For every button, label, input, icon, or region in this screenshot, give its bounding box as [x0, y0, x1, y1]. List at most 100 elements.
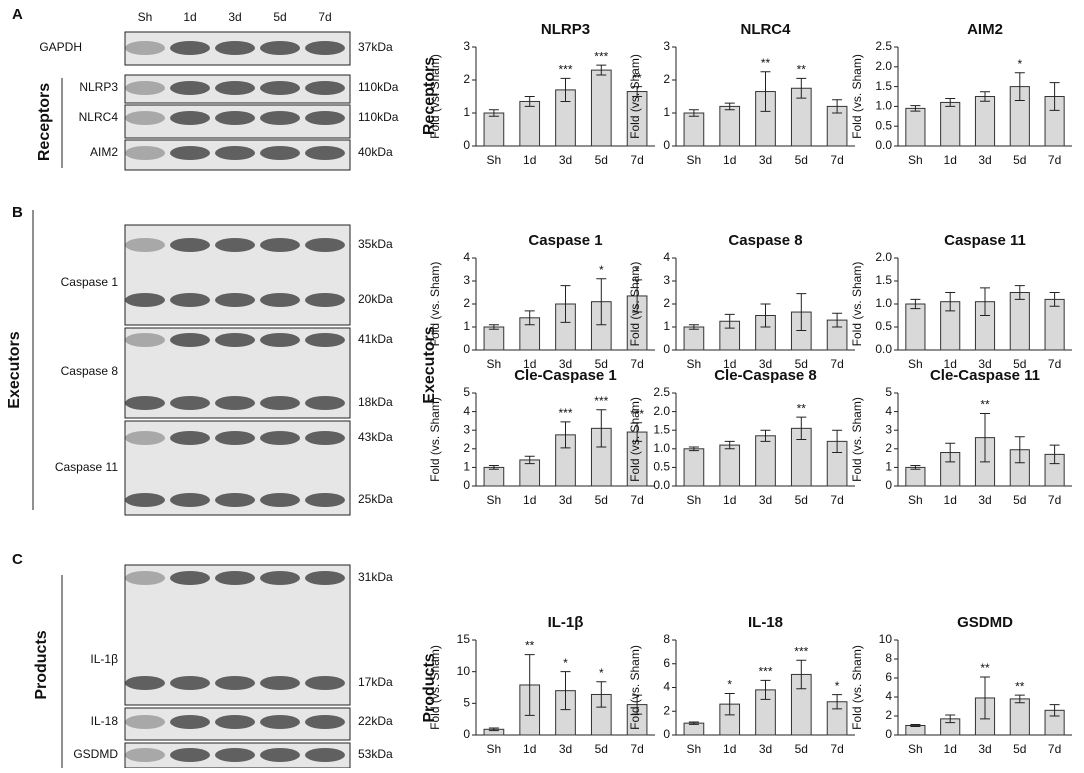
x-tick-label: 5d — [1013, 153, 1026, 167]
y-tick-label: 2 — [463, 72, 470, 86]
error-bar — [910, 298, 921, 310]
y-axis-label: Fold (vs. Sham) — [628, 54, 642, 139]
band — [170, 715, 210, 729]
y-tick-label: 1.5 — [875, 273, 892, 287]
band — [170, 293, 210, 307]
y-tick-label: 0.0 — [875, 342, 892, 356]
x-tick-label: 1d — [523, 357, 536, 371]
y-tick-label: 0 — [663, 342, 670, 356]
error-bar — [910, 465, 921, 470]
x-tick-label: 7d — [1048, 153, 1061, 167]
band — [170, 431, 210, 445]
error-bar — [596, 278, 607, 326]
y-tick-label: 1 — [663, 319, 670, 333]
y-tick-label: 15 — [457, 632, 471, 646]
blot-label: Caspase 11 — [55, 460, 118, 474]
band — [170, 111, 210, 125]
significance: * — [563, 656, 568, 670]
band — [260, 111, 300, 125]
band — [305, 111, 345, 125]
y-tick-label: 3 — [463, 422, 470, 436]
band — [170, 748, 210, 762]
x-tick-label: Sh — [687, 153, 702, 167]
y-tick-label: 2 — [663, 72, 670, 86]
bar — [940, 101, 961, 147]
size-label: 53kDa — [358, 747, 393, 761]
band — [125, 571, 165, 585]
bar — [483, 326, 505, 351]
band — [260, 493, 300, 507]
x-tick-label: 3d — [978, 153, 991, 167]
panel-label: C — [12, 551, 23, 568]
y-axis-label: Fold (vs. Sham) — [628, 645, 642, 730]
band — [215, 431, 255, 445]
significance: ** — [525, 639, 535, 653]
band — [125, 396, 165, 410]
chart-title: Caspase 1 — [528, 232, 602, 249]
y-axis-label: Fold (vs. Sham) — [428, 645, 442, 730]
band — [215, 81, 255, 95]
band — [215, 715, 255, 729]
y-tick-label: 2 — [663, 296, 670, 310]
error-bar — [596, 409, 607, 448]
bar — [905, 303, 926, 351]
error-bar — [688, 446, 699, 452]
y-tick-label: 0.5 — [875, 319, 892, 333]
blot-label: AIM2 — [90, 145, 118, 159]
y-axis-label: Fold (vs. Sham) — [850, 262, 864, 347]
x-tick-label: 1d — [523, 742, 536, 756]
x-tick-label: Sh — [908, 742, 923, 756]
chart-title: Cle-Caspase 1 — [514, 367, 617, 384]
chart-title: Caspase 11 — [944, 232, 1026, 249]
x-tick-label: 7d — [630, 357, 643, 371]
y-tick-label: 3 — [885, 422, 892, 436]
y-axis-label: Fold (vs. Sham) — [628, 262, 642, 347]
y-tick-label: 10 — [457, 664, 471, 678]
y-tick-label: 3 — [463, 39, 470, 53]
y-tick-label: 5 — [885, 385, 892, 399]
x-tick-label: 7d — [1048, 493, 1061, 507]
chart-title: Cle-Caspase 8 — [714, 367, 817, 384]
x-tick-label: 3d — [759, 153, 772, 167]
error-bar — [632, 86, 643, 97]
y-tick-label: 6 — [885, 670, 892, 684]
error-bar — [910, 724, 921, 727]
y-tick-label: 4 — [463, 250, 470, 264]
band — [260, 396, 300, 410]
error-bar — [632, 422, 643, 442]
x-tick-label: 5d — [795, 493, 808, 507]
y-tick-label: 0 — [663, 138, 670, 152]
error-bar — [980, 676, 990, 720]
band — [215, 146, 255, 160]
y-axis-label: Fold (vs. Sham) — [850, 645, 864, 730]
x-tick-label: 5d — [595, 153, 608, 167]
band — [215, 111, 255, 125]
error-bar — [832, 99, 843, 114]
error-bar — [596, 681, 607, 708]
significance: * — [1017, 57, 1022, 71]
x-tick-label: Sh — [908, 493, 923, 507]
y-tick-label: 1 — [663, 105, 670, 119]
bar — [1009, 698, 1030, 736]
x-tick-label: 7d — [630, 153, 643, 167]
size-label: 110kDa — [358, 80, 399, 94]
error-bar — [1049, 444, 1060, 465]
error-bar — [760, 71, 771, 112]
error-bar — [724, 692, 735, 716]
error-bar — [524, 96, 535, 107]
band — [260, 41, 300, 55]
x-tick-label: 3d — [759, 357, 772, 371]
error-bar — [832, 312, 843, 328]
band — [215, 41, 255, 55]
y-tick-label: 4 — [885, 404, 892, 418]
size-label: 43kDa — [358, 430, 393, 444]
band — [305, 81, 345, 95]
error-bar — [980, 91, 990, 102]
y-tick-label: 2.0 — [875, 250, 892, 264]
x-tick-label: Sh — [487, 742, 502, 756]
chart-title: GSDMD — [957, 614, 1013, 631]
significance: * — [599, 666, 604, 680]
blot-label: Caspase 8 — [61, 364, 119, 378]
chart-title: IL-18 — [748, 614, 783, 631]
x-tick-label: Sh — [908, 153, 923, 167]
